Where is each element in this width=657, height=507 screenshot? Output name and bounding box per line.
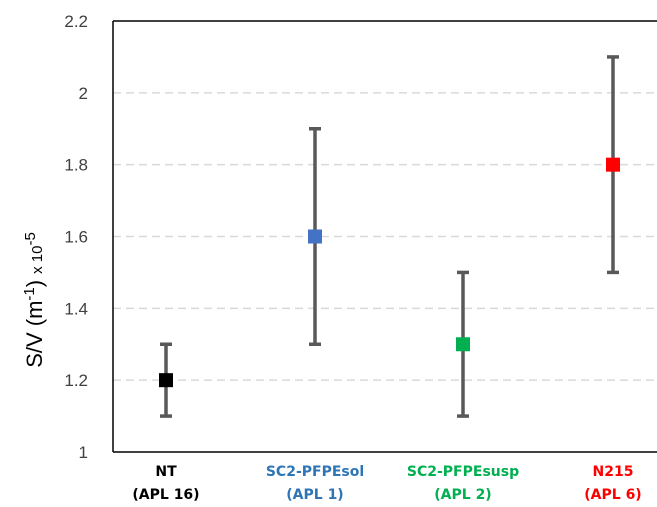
y-axis-label-scale: x 10 bbox=[29, 246, 46, 274]
data-point bbox=[456, 337, 470, 352]
data-point bbox=[308, 229, 322, 244]
data-point bbox=[606, 157, 620, 172]
y-axis-label-main: S/V (m bbox=[22, 301, 47, 368]
y-tick-label: 1.2 bbox=[64, 371, 88, 390]
category-sublabel: (APL 6) bbox=[584, 487, 641, 503]
y-axis-label-scale-exp: -5 bbox=[22, 232, 39, 245]
data-point bbox=[159, 373, 173, 388]
category-label: SC2-PFPEsol bbox=[266, 464, 364, 480]
y-axis-label-text: S/V (m-1) x 10-5 bbox=[21, 232, 47, 368]
y-tick-label: 2.2 bbox=[64, 12, 88, 31]
category-sublabel: (APL 1) bbox=[286, 487, 343, 503]
y-axis-label-close: ) bbox=[22, 280, 47, 287]
y-tick-label: 1.8 bbox=[64, 156, 88, 175]
grid-lines bbox=[113, 92, 657, 381]
category-sublabel: (APL 16) bbox=[132, 487, 199, 503]
y-tick-label: 1.6 bbox=[64, 228, 88, 247]
category-labels: NT (APL 16) SC2-PFPEsol (APL 1) SC2-PFPEsusp… bbox=[132, 464, 641, 503]
axes bbox=[112, 20, 657, 453]
y-tick-label: 1 bbox=[79, 443, 88, 462]
y-tick-label: 1.4 bbox=[64, 299, 88, 318]
y-tick-labels: 1 1.2 1.4 1.6 1.8 2 2.2 bbox=[64, 12, 88, 462]
category-label: N215 bbox=[593, 464, 634, 480]
data-points bbox=[159, 157, 620, 388]
category-label: NT bbox=[155, 464, 177, 480]
y-axis-label: S/V (m-1) x 10-5 bbox=[21, 232, 47, 368]
category-sublabel: (APL 2) bbox=[434, 487, 491, 503]
y-tick-label: 2 bbox=[79, 84, 88, 103]
category-label: SC2-PFPEsusp bbox=[407, 464, 519, 480]
y-axis-label-superscript: -1 bbox=[21, 287, 38, 300]
